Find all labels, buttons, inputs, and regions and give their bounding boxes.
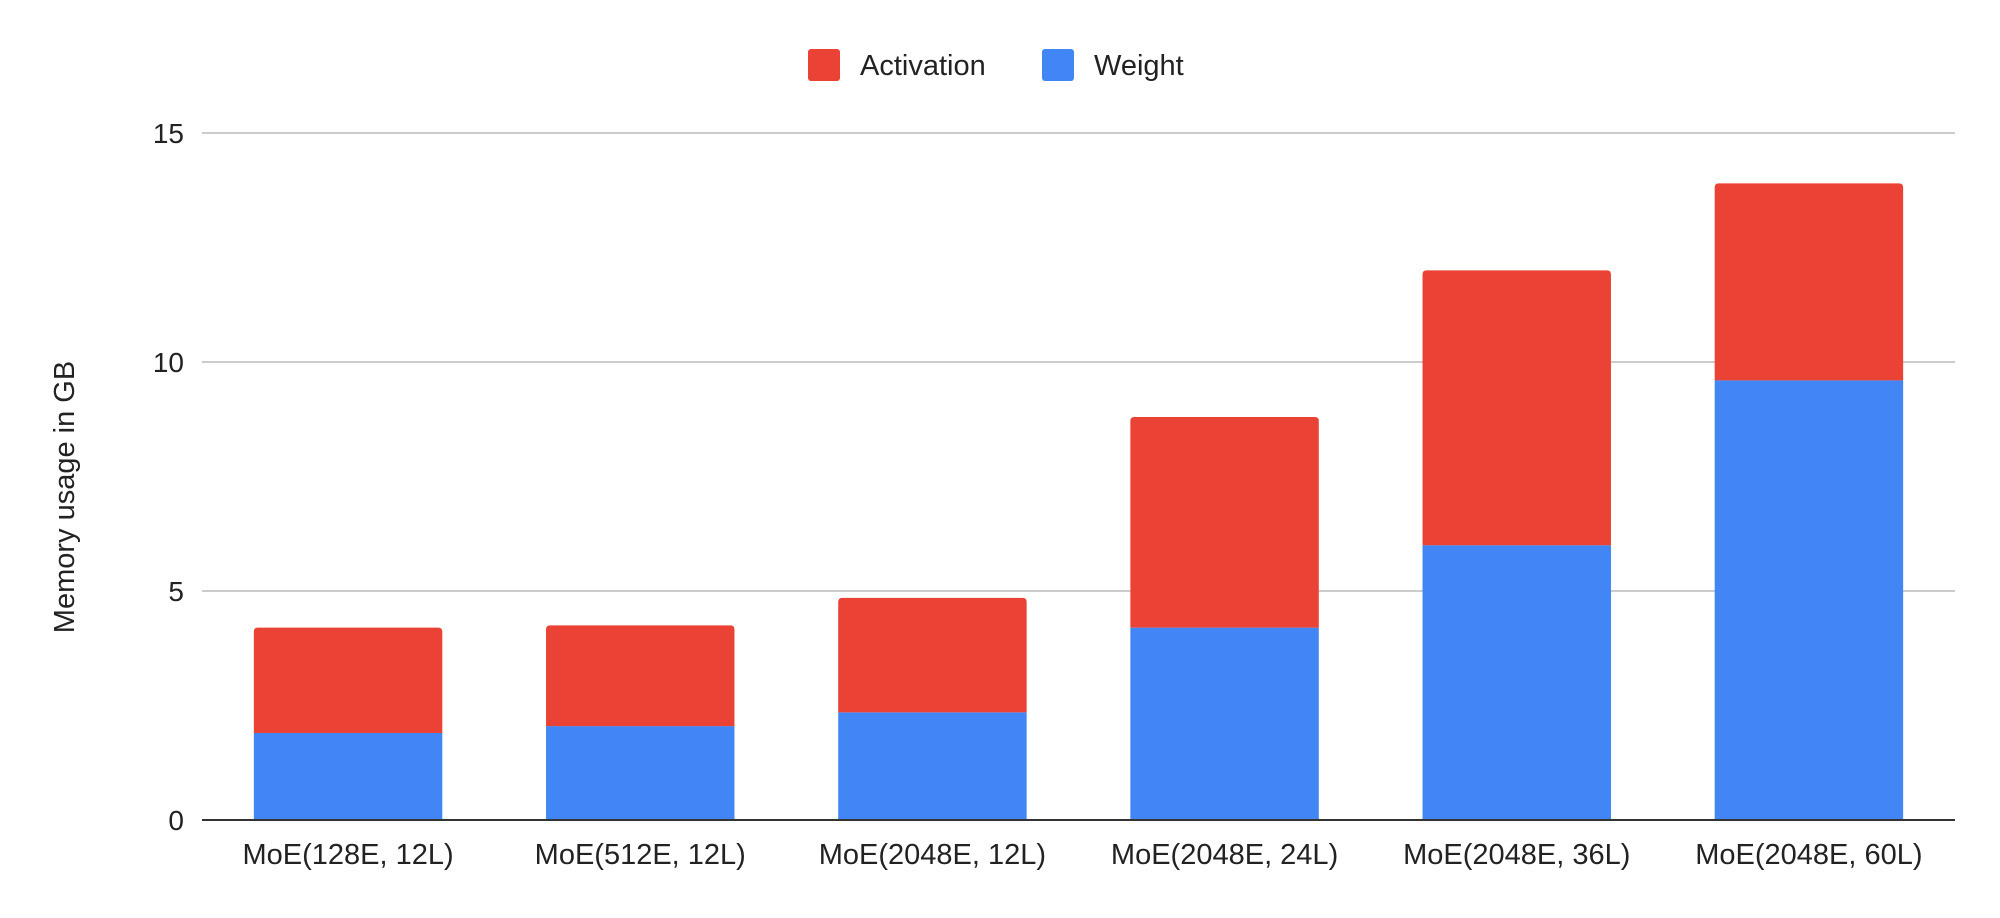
- legend-swatch-weight: [1042, 49, 1074, 81]
- bar-segment-weight: [546, 726, 735, 820]
- y-tick-label: 10: [153, 347, 184, 378]
- legend-label-activation: Activation: [860, 50, 986, 82]
- legend-swatch-activation: [808, 49, 840, 81]
- y-tick-label: 15: [153, 118, 184, 149]
- bar-segment-activation: [1422, 270, 1611, 546]
- y-tick-label: 0: [168, 805, 184, 836]
- bars: [253, 183, 1904, 820]
- x-axis-labels: MoE(128E, 12L) MoE(512E, 12L) MoE(2048E, 1…: [242, 839, 1922, 871]
- bar-segment-activation: [838, 597, 1027, 713]
- legend: Activation Weight: [808, 49, 1184, 82]
- bar-segment-activation: [1714, 183, 1904, 381]
- x-category-label: MoE(2048E, 36L): [1403, 839, 1630, 871]
- bar-segment-activation: [253, 627, 443, 733]
- bar-segment-activation: [546, 625, 735, 727]
- y-tick-label: 5: [168, 576, 184, 607]
- bar-segment-weight: [253, 732, 443, 820]
- legend-label-weight: Weight: [1094, 50, 1184, 82]
- bar-segment-weight: [1422, 545, 1611, 820]
- bar-segment-weight: [838, 712, 1027, 820]
- x-category-label: MoE(2048E, 12L): [819, 839, 1046, 871]
- x-category-label: MoE(2048E, 24L): [1111, 839, 1338, 871]
- y-axis-ticks: 0 5 10 15: [153, 118, 184, 836]
- bar-segment-activation: [1130, 416, 1319, 628]
- y-axis-title: Memory usage in GB: [49, 361, 81, 633]
- gridlines: [202, 132, 1955, 592]
- bar-segment-weight: [1130, 627, 1319, 820]
- bar-segment-weight: [1714, 380, 1904, 820]
- x-category-label: MoE(128E, 12L): [242, 839, 453, 871]
- x-category-label: MoE(512E, 12L): [535, 839, 746, 871]
- x-category-label: MoE(2048E, 60L): [1695, 839, 1922, 871]
